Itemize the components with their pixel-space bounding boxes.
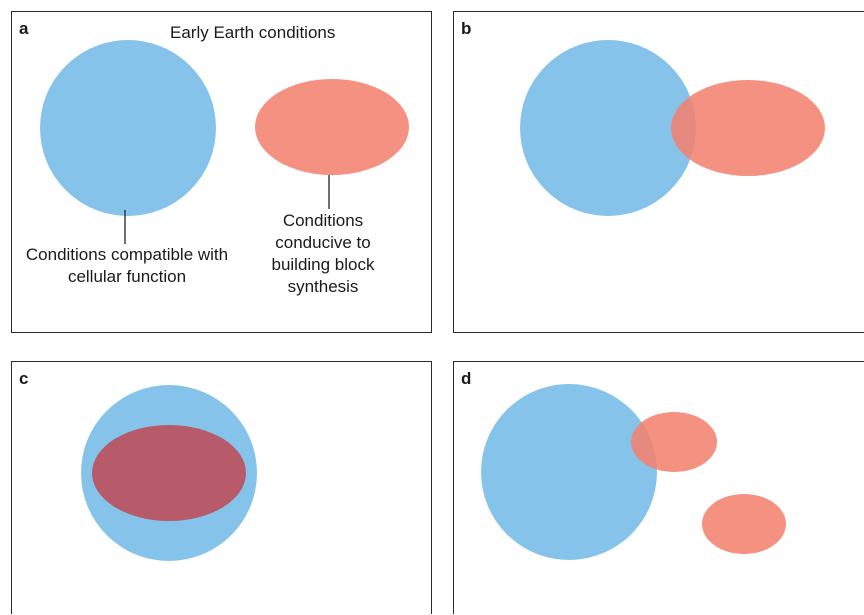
panel-d-shapes <box>481 384 786 560</box>
building-block-synthesis-label: Conditions conducive to building block s… <box>271 211 375 296</box>
panel-a-shapes <box>40 40 409 244</box>
cellular-function-circle <box>481 384 657 560</box>
panel-c-shapes <box>81 385 257 561</box>
panel-d: d <box>453 361 864 614</box>
building-block-synthesis-ellipse-lower <box>702 494 786 554</box>
panel-label: a <box>19 19 29 38</box>
building-block-synthesis-ellipse-upper <box>631 412 717 472</box>
cellular-function-circle <box>40 40 216 216</box>
cellular-function-circle <box>520 40 696 216</box>
building-block-synthesis-ellipse <box>671 80 825 176</box>
panel-b-shapes <box>520 40 825 216</box>
panel-label: b <box>461 19 472 38</box>
diagram-title: Early Earth conditions <box>170 23 336 42</box>
cellular-function-label: Conditions compatible with cellular func… <box>25 245 229 286</box>
panel-a: a Early Earth conditions Conditions comp… <box>11 11 432 333</box>
panel-b: b <box>453 11 864 333</box>
panel-c: c <box>11 361 432 614</box>
building-block-synthesis-ellipse <box>92 425 246 521</box>
building-block-synthesis-ellipse <box>255 79 409 175</box>
panel-label: d <box>461 369 472 388</box>
panel-label: c <box>19 369 29 388</box>
